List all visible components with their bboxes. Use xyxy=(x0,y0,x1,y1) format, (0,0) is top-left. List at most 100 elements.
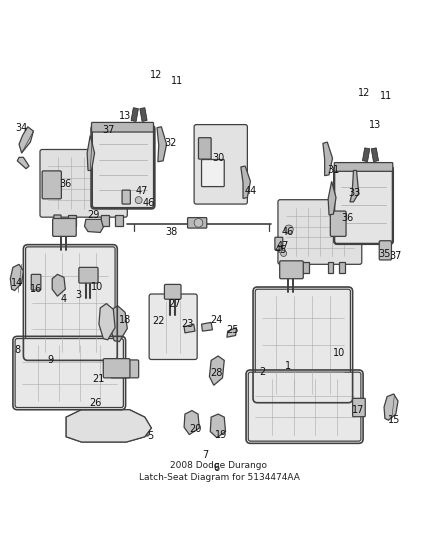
FancyBboxPatch shape xyxy=(122,190,131,204)
FancyBboxPatch shape xyxy=(79,268,98,283)
Polygon shape xyxy=(328,181,336,215)
Text: 38: 38 xyxy=(166,228,178,237)
Text: 46: 46 xyxy=(142,198,154,208)
FancyBboxPatch shape xyxy=(275,237,283,250)
Polygon shape xyxy=(53,215,62,227)
FancyBboxPatch shape xyxy=(131,108,138,122)
Text: 10: 10 xyxy=(333,348,345,358)
Text: 37: 37 xyxy=(103,125,115,135)
Polygon shape xyxy=(100,215,109,227)
Polygon shape xyxy=(157,127,166,161)
FancyBboxPatch shape xyxy=(92,127,153,207)
Text: 28: 28 xyxy=(211,368,223,378)
Polygon shape xyxy=(339,262,345,273)
Polygon shape xyxy=(68,215,76,227)
Polygon shape xyxy=(350,171,359,202)
Text: 23: 23 xyxy=(181,319,194,329)
Text: 6: 6 xyxy=(214,463,220,473)
FancyBboxPatch shape xyxy=(42,171,61,199)
Text: 35: 35 xyxy=(378,249,390,259)
Text: 46: 46 xyxy=(282,228,294,237)
Text: 13: 13 xyxy=(369,119,381,130)
FancyBboxPatch shape xyxy=(103,359,130,378)
Text: 4: 4 xyxy=(60,294,66,304)
FancyBboxPatch shape xyxy=(140,108,147,122)
Polygon shape xyxy=(384,394,398,420)
Text: 27: 27 xyxy=(168,298,181,309)
Text: 3: 3 xyxy=(75,290,81,300)
Text: 47: 47 xyxy=(276,240,289,251)
Text: 15: 15 xyxy=(388,415,400,425)
Text: 9: 9 xyxy=(48,356,54,365)
Circle shape xyxy=(285,225,293,234)
FancyBboxPatch shape xyxy=(363,148,370,161)
FancyBboxPatch shape xyxy=(25,247,115,358)
Polygon shape xyxy=(66,410,151,442)
Text: 32: 32 xyxy=(164,139,176,148)
Text: 20: 20 xyxy=(189,424,201,434)
Circle shape xyxy=(281,251,287,256)
Polygon shape xyxy=(241,166,251,198)
FancyBboxPatch shape xyxy=(330,211,346,236)
Text: 29: 29 xyxy=(87,210,99,220)
Text: 2: 2 xyxy=(260,367,266,377)
Polygon shape xyxy=(85,220,103,232)
Text: 14: 14 xyxy=(11,278,23,288)
Polygon shape xyxy=(87,135,95,171)
Text: 36: 36 xyxy=(59,180,71,189)
FancyBboxPatch shape xyxy=(280,261,303,279)
Text: 21: 21 xyxy=(93,374,105,384)
Text: 11: 11 xyxy=(380,91,392,101)
Text: 30: 30 xyxy=(212,153,224,163)
FancyBboxPatch shape xyxy=(15,338,124,408)
Polygon shape xyxy=(66,410,151,442)
Circle shape xyxy=(135,197,142,204)
Polygon shape xyxy=(323,142,332,176)
Polygon shape xyxy=(328,262,333,273)
Text: 25: 25 xyxy=(227,325,239,335)
Polygon shape xyxy=(227,328,237,337)
FancyBboxPatch shape xyxy=(334,163,393,171)
Text: 34: 34 xyxy=(15,123,28,133)
Polygon shape xyxy=(11,264,23,290)
Text: 16: 16 xyxy=(30,284,42,294)
FancyBboxPatch shape xyxy=(31,274,41,290)
Text: 10: 10 xyxy=(91,282,103,293)
Polygon shape xyxy=(184,410,199,434)
Text: 2008 Dodge Durango
Latch-Seat Diagram for 5134474AA: 2008 Dodge Durango Latch-Seat Diagram fo… xyxy=(138,462,300,482)
FancyBboxPatch shape xyxy=(335,167,392,244)
Text: 22: 22 xyxy=(152,316,165,326)
Circle shape xyxy=(194,219,203,227)
Text: 36: 36 xyxy=(342,213,354,223)
Text: 37: 37 xyxy=(390,251,402,261)
Text: 47: 47 xyxy=(135,187,148,196)
Polygon shape xyxy=(302,262,308,273)
Polygon shape xyxy=(209,356,224,385)
FancyBboxPatch shape xyxy=(111,360,139,378)
Text: 19: 19 xyxy=(215,430,227,440)
FancyBboxPatch shape xyxy=(198,138,211,159)
Text: 26: 26 xyxy=(90,398,102,408)
FancyBboxPatch shape xyxy=(92,127,153,207)
FancyBboxPatch shape xyxy=(371,148,378,161)
FancyBboxPatch shape xyxy=(53,219,76,236)
FancyBboxPatch shape xyxy=(92,123,153,132)
Text: 33: 33 xyxy=(348,188,360,198)
Text: 44: 44 xyxy=(244,187,257,196)
Text: 17: 17 xyxy=(352,405,364,415)
Polygon shape xyxy=(288,262,294,273)
FancyBboxPatch shape xyxy=(40,149,127,217)
FancyBboxPatch shape xyxy=(353,398,365,417)
Text: 13: 13 xyxy=(119,111,131,121)
Text: 12: 12 xyxy=(149,70,162,80)
FancyBboxPatch shape xyxy=(194,125,247,204)
Polygon shape xyxy=(201,322,212,331)
Polygon shape xyxy=(52,274,65,296)
Polygon shape xyxy=(110,306,127,342)
Text: 45: 45 xyxy=(275,245,287,255)
FancyBboxPatch shape xyxy=(335,167,392,244)
Polygon shape xyxy=(75,420,148,438)
FancyBboxPatch shape xyxy=(248,372,361,441)
FancyBboxPatch shape xyxy=(149,294,197,359)
Polygon shape xyxy=(210,414,226,438)
